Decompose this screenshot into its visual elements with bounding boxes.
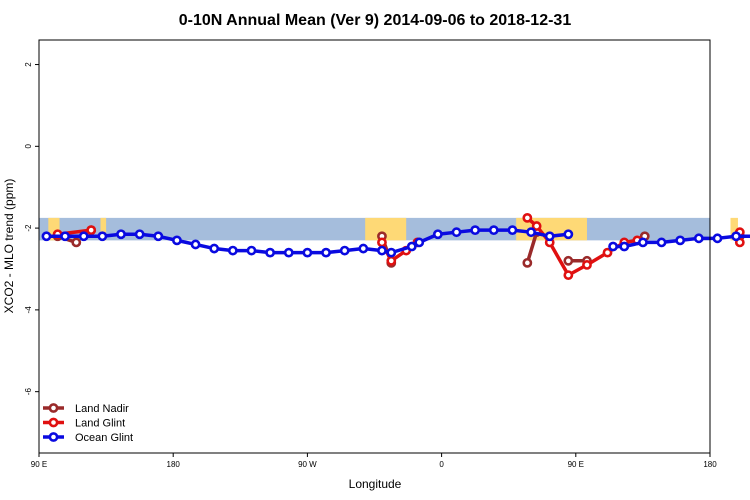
- data-point-ocean-glint: [386, 247, 397, 258]
- data-point-ocean-glint: [414, 237, 425, 248]
- x-tick-label: 90 E: [568, 460, 584, 469]
- data-point-ocean-glint: [731, 231, 741, 242]
- data-point-ocean-glint: [246, 245, 257, 256]
- y-tick-label: -2: [24, 224, 33, 232]
- data-point-ocean-glint: [432, 229, 443, 240]
- data-point-ocean-glint: [134, 229, 145, 240]
- y-tick-label: -4: [24, 306, 33, 314]
- data-point-ocean-glint: [41, 231, 52, 242]
- x-tick-label: 90 W: [298, 460, 317, 469]
- land-patch: [100, 217, 107, 241]
- data-point-ocean-glint: [190, 239, 201, 250]
- data-point-ocean-glint: [321, 247, 331, 258]
- data-point-ocean-glint: [619, 241, 630, 252]
- land-patch: [365, 217, 407, 241]
- legend-marker-land-glint: [48, 417, 59, 428]
- legend-label-land-glint: Land Glint: [75, 418, 125, 430]
- data-point-ocean-glint: [209, 243, 220, 254]
- legend-marker-land-nadir: [48, 403, 59, 413]
- x-axis-label: Longitude: [349, 477, 402, 491]
- data-point-land-glint: [522, 212, 533, 223]
- land-patch: [730, 217, 738, 241]
- data-point-ocean-glint: [526, 227, 536, 238]
- data-point-land-glint: [582, 260, 592, 270]
- legend-marker-ocean-glint: [48, 432, 59, 442]
- data-point-ocean-glint: [712, 233, 723, 244]
- series-layer: [41, 212, 750, 281]
- data-point-land-glint: [563, 270, 574, 281]
- data-point-land-glint: [602, 247, 613, 258]
- data-point-ocean-glint: [172, 235, 182, 246]
- data-point-ocean-glint: [693, 233, 704, 244]
- data-point-ocean-glint: [339, 245, 350, 256]
- data-point-land-glint: [531, 221, 542, 231]
- data-point-ocean-glint: [563, 229, 574, 240]
- data-point-land-glint: [377, 237, 387, 248]
- land-patch: [48, 217, 60, 241]
- legend-label-ocean-glint: Ocean Glint: [75, 432, 133, 444]
- data-point-land-glint: [86, 225, 97, 236]
- data-point-ocean-glint: [451, 227, 462, 238]
- data-point-ocean-glint: [116, 229, 126, 240]
- data-point-ocean-glint: [507, 225, 518, 236]
- legend-label-land-nadir: Land Nadir: [75, 403, 129, 415]
- data-point-ocean-glint: [656, 237, 667, 248]
- y-tick-label: 0: [24, 144, 33, 149]
- data-point-ocean-glint: [283, 247, 294, 258]
- x-tick-label: 180: [167, 460, 181, 469]
- data-point-ocean-glint: [60, 231, 70, 242]
- data-point-land-nadir: [563, 255, 574, 266]
- data-point-ocean-glint: [675, 235, 686, 246]
- data-point-land-glint: [386, 255, 397, 266]
- series-ocean-glint: [41, 225, 750, 258]
- data-point-ocean-glint: [302, 247, 313, 258]
- series-line-land-nadir: [525, 231, 539, 264]
- data-point-land-nadir: [71, 237, 82, 248]
- data-point-ocean-glint: [544, 231, 555, 242]
- x-tick-label: 0: [439, 460, 444, 469]
- chart-title: 0-10N Annual Mean (Ver 9) 2014-09-06 to …: [179, 12, 572, 29]
- x-tick-label: 90 E: [31, 460, 47, 469]
- data-point-ocean-glint: [608, 241, 618, 252]
- data-point-ocean-glint: [470, 225, 481, 236]
- data-point-land-nadir: [522, 257, 533, 268]
- data-point-ocean-glint: [78, 231, 89, 242]
- data-point-ocean-glint: [265, 247, 276, 258]
- legend: Land Nadir Land Glint Ocean Glint: [43, 403, 133, 444]
- data-point-ocean-glint: [97, 231, 108, 242]
- data-point-ocean-glint: [377, 245, 387, 256]
- y-axis-label: XCO2 - MLO trend (ppm): [2, 179, 16, 314]
- data-point-ocean-glint: [488, 225, 499, 236]
- y-tick-label: -6: [24, 388, 33, 396]
- data-point-ocean-glint: [638, 237, 648, 248]
- data-point-ocean-glint: [153, 231, 164, 242]
- plot-frame: [38, 39, 711, 454]
- data-point-ocean-glint: [406, 241, 417, 252]
- data-point-ocean-glint: [358, 243, 369, 254]
- data-point-ocean-glint: [227, 245, 238, 256]
- x-tick-label: 180: [703, 460, 717, 469]
- y-tick-label: 2: [24, 62, 33, 67]
- axes: 90 E 180 90 W 0 90 E 180 2 0 -2 -4 -6: [24, 62, 717, 469]
